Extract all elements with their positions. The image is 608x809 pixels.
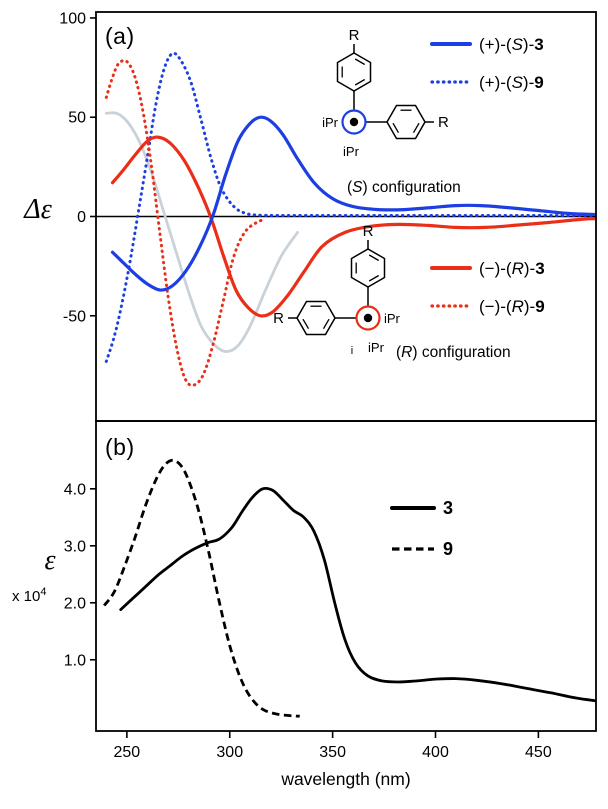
ipr-label: iPr xyxy=(322,115,339,130)
y-tick-label: -50 xyxy=(63,308,86,325)
r-group-label: R xyxy=(273,310,284,327)
y-tick-label: 1.0 xyxy=(64,652,86,669)
x-tick-label: 450 xyxy=(525,744,552,761)
curve-r-9 xyxy=(104,59,265,387)
legend-entry-s-9: (+)-(S)-9 xyxy=(430,73,544,92)
central-carbon-dot xyxy=(349,117,359,127)
double-bond xyxy=(354,78,366,86)
ipr-label: iPr xyxy=(368,340,385,355)
curve-9 xyxy=(103,458,300,718)
legend-label: (+)-(S)-9 xyxy=(479,73,544,92)
legend-label: 9 xyxy=(443,539,453,559)
legend-entry-9: 9 xyxy=(392,539,453,559)
r-group-label: R xyxy=(349,27,360,44)
legend-entry-r-9: (−)-(R)-9 xyxy=(430,297,545,316)
x-tick-label: 300 xyxy=(216,744,243,761)
ipr-label: iPr xyxy=(343,144,360,159)
double-bond xyxy=(368,254,380,262)
legend-entry-r-3: (−)-(R)-3 xyxy=(430,259,545,278)
double-bond xyxy=(302,318,310,330)
x-tick-label: 400 xyxy=(422,744,449,761)
y-tick-label: 4.0 xyxy=(64,481,86,498)
double-bond xyxy=(412,122,420,134)
legend-label: (−)-(R)-3 xyxy=(479,259,545,278)
chirality-circle xyxy=(341,109,367,135)
legend-entry-3: 3 xyxy=(390,498,453,518)
r-group-label: R xyxy=(363,223,374,240)
double-bond xyxy=(322,318,330,330)
y-tick-label: 100 xyxy=(59,10,86,27)
annotation-s-configuration: (S) configuration xyxy=(347,179,461,196)
curve-s-9 xyxy=(104,51,596,363)
y-tick-label: 3.0 xyxy=(64,538,86,555)
stray-i-label: i xyxy=(351,345,353,357)
legend-entry-s-3: (+)-(S)-3 xyxy=(430,35,544,54)
r-configuration-structure: R R iPr iPr i xyxy=(273,223,400,357)
panel-b: 4.0 3.0 2.0 1.0 250 300 350 400 450 3 9 xyxy=(64,420,597,761)
y-tick-label: 2.0 xyxy=(64,595,86,612)
double-bond xyxy=(354,58,366,66)
double-bond xyxy=(368,274,380,282)
central-carbon-dot xyxy=(363,313,373,323)
curve-gray-unlabeled xyxy=(104,111,299,353)
legend-label: 3 xyxy=(443,498,453,518)
chirality-circle xyxy=(355,305,381,331)
ipr-label: iPr xyxy=(384,311,401,326)
curve-3 xyxy=(119,486,596,703)
r-group-label: R xyxy=(438,114,449,131)
annotation-r-configuration: (R) configuration xyxy=(396,344,511,361)
y-tick-label: 0 xyxy=(77,209,86,226)
legend-label: (−)-(R)-9 xyxy=(479,297,545,316)
panel-b-frame xyxy=(95,420,597,732)
x-tick-label: 350 xyxy=(319,744,346,761)
curve-r-3 xyxy=(110,135,596,318)
panel-a: 100 50 0 -50 (+)-(S)-3 (+)-(S)-9 (−)-(R)-3 (−)-… xyxy=(59,10,597,422)
legend-label: (+)-(S)-3 xyxy=(479,35,544,54)
curve-s-3 xyxy=(110,115,596,292)
y-tick-label: 50 xyxy=(68,110,86,127)
x-tick-label: 250 xyxy=(114,744,141,761)
double-bond xyxy=(392,122,400,134)
